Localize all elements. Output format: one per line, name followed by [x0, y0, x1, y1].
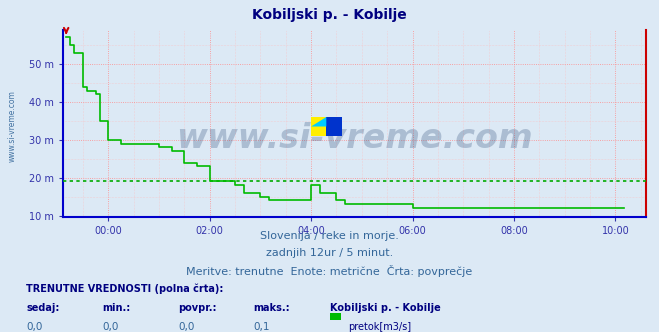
Text: www.si-vreme.com: www.si-vreme.com [8, 90, 17, 162]
Text: TRENUTNE VREDNOSTI (polna črta):: TRENUTNE VREDNOSTI (polna črta): [26, 284, 224, 294]
Text: Kobiljski p. - Kobilje: Kobiljski p. - Kobilje [330, 303, 440, 313]
Text: 0,0: 0,0 [26, 322, 43, 332]
Polygon shape [311, 117, 326, 126]
Text: sedaj:: sedaj: [26, 303, 60, 313]
Text: 0,0: 0,0 [178, 322, 194, 332]
Text: povpr.:: povpr.: [178, 303, 216, 313]
Text: Slovenija / reke in morje.: Slovenija / reke in morje. [260, 231, 399, 241]
Text: Meritve: trenutne  Enote: metrične  Črta: povprečje: Meritve: trenutne Enote: metrične Črta: … [186, 265, 473, 277]
Text: www.si-vreme.com: www.si-vreme.com [176, 122, 532, 155]
Text: maks.:: maks.: [254, 303, 291, 313]
Polygon shape [311, 117, 326, 136]
Text: Kobiljski p. - Kobilje: Kobiljski p. - Kobilje [252, 8, 407, 22]
Text: 0,0: 0,0 [102, 322, 119, 332]
Text: pretok[m3/s]: pretok[m3/s] [348, 322, 411, 332]
Text: min.:: min.: [102, 303, 130, 313]
Text: 0,1: 0,1 [254, 322, 270, 332]
Polygon shape [326, 117, 341, 136]
Text: zadnjih 12ur / 5 minut.: zadnjih 12ur / 5 minut. [266, 248, 393, 258]
